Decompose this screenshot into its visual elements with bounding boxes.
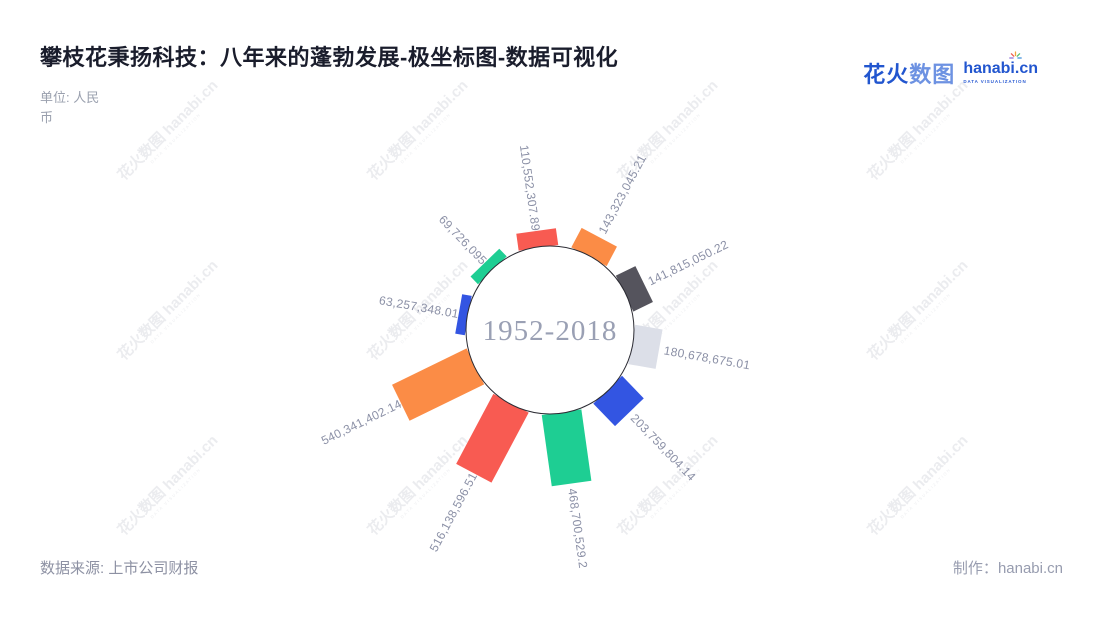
credit-note: 制作：hanabi.cn — [953, 557, 1063, 578]
polar-bar — [541, 409, 592, 487]
bar-value-label: 143,323,045.21 — [596, 152, 650, 236]
firework-burst-icon — [1009, 51, 1022, 69]
logo-domain-block: hanabi.cn DATA VISUALIZATION — [963, 51, 1038, 84]
logo-brand-zh: 花火数图 — [863, 57, 955, 89]
polar-bar — [593, 375, 644, 427]
unit-note: 单位: 人民币 — [40, 90, 100, 125]
bar-value-label: 516,138,596.51 — [427, 470, 481, 554]
hanabi-logo: 花火数图 hanabi.cn DATA VISUALIZATION — [863, 51, 1038, 89]
bar-value-label: 180,678,675.01 — [663, 343, 752, 372]
polar-bar — [455, 294, 472, 336]
credit-value: hanabi.cn — [997, 560, 1063, 577]
bar-value-label: 468,700,529.2 — [565, 487, 590, 569]
bar-value-label: 203,759,804.14 — [628, 411, 699, 484]
page-title: 攀枝花秉扬科技：八年来的蓬勃发展-极坐标图-数据可视化 — [40, 45, 619, 70]
polar-bar — [628, 324, 663, 369]
bar-value-label: 540,341,402.14 — [319, 397, 404, 448]
bar-value-label: 141,815,050.22 — [646, 237, 731, 288]
bar-value-label: 110,552,307.89 — [517, 144, 543, 232]
center-circle — [465, 245, 635, 415]
bar-value-label: 63,257,348.01 — [378, 293, 460, 321]
bar-value-label: 69,726,095 — [436, 213, 490, 268]
logo-tagline: DATA VISUALIZATION — [963, 79, 1027, 84]
credit-label: 制作： — [952, 560, 998, 577]
center-period-label: 1952-2018 — [483, 315, 618, 347]
logo-domain-text: hanabi.cn — [963, 60, 1038, 77]
data-source-note: 数据来源: 上市公司财报 — [40, 560, 199, 577]
polar-bar — [456, 393, 529, 483]
logo-brand-zh-bold: 花火 — [863, 62, 910, 87]
polar-bar — [470, 248, 507, 285]
polar-bar — [615, 266, 653, 312]
bars-group — [392, 227, 663, 487]
polar-bar — [516, 228, 559, 251]
polar-bar — [392, 348, 485, 421]
logo-brand-zh-light: 数图 — [909, 62, 956, 87]
polar-bar — [571, 227, 617, 267]
